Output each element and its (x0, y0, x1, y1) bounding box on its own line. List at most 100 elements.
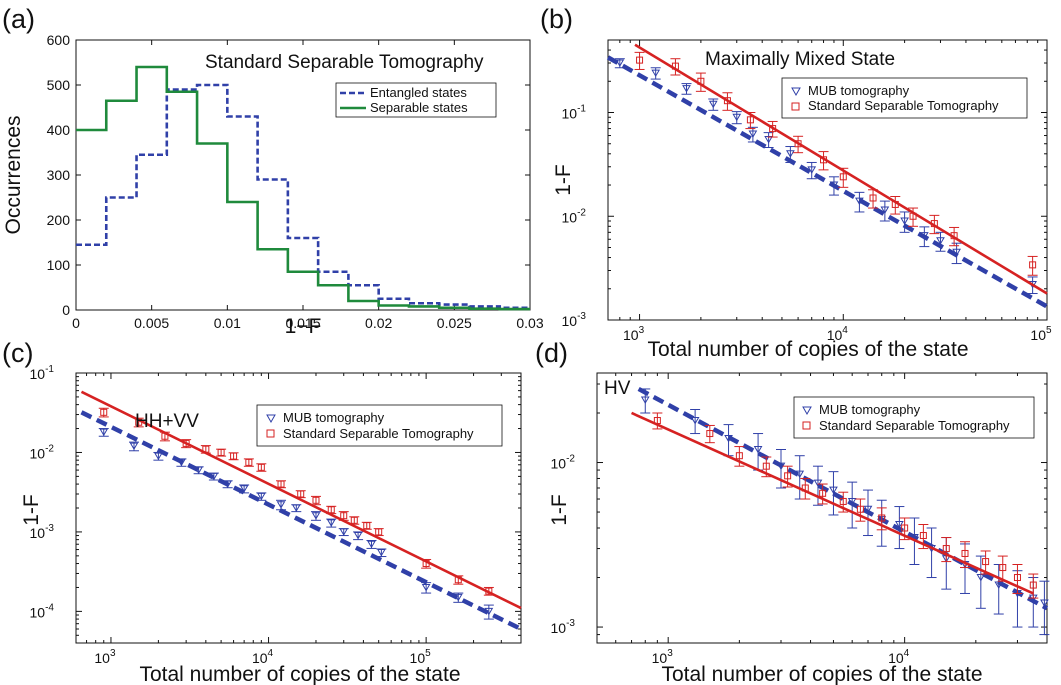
sst-point (277, 480, 285, 488)
sst-point (1013, 574, 1021, 582)
separable-step-line (76, 65, 530, 311)
x-tick-label: 105 (1030, 325, 1052, 343)
panel-c-series (80, 390, 522, 632)
legend-marker-mub (802, 406, 812, 416)
sst-point (784, 472, 792, 480)
panel-d-loglog: 103 104 10-3 10-2 HV Total number of copies… (548, 372, 1050, 685)
mub-point (615, 59, 625, 68)
x-tick-label: 103 (94, 648, 116, 666)
sst-point (340, 512, 348, 520)
x-tick-label: 103 (652, 648, 674, 666)
panel-b-series (606, 43, 1049, 309)
y-tick-label: 10-3 (30, 523, 55, 541)
y-tick-label: 10-2 (551, 454, 576, 472)
panel-c-title: HH+VV (135, 411, 199, 432)
mub-point (326, 519, 336, 527)
y-tick-label: 10-3 (551, 618, 576, 636)
sst-point (856, 505, 864, 513)
x-tick-label: 0.01 (214, 315, 241, 331)
legend-label-sst: Standard Separable Tomography (283, 426, 474, 441)
panel-c-ticks: 103 104 105 10-4 10-3 10-2 10-1 (30, 364, 522, 666)
panel-a-ylabel: Occurrences (2, 115, 25, 234)
mub-point (880, 206, 890, 214)
mub-point (484, 607, 494, 616)
sst-point (485, 587, 493, 595)
panel-d-ticks: 103 104 10-3 10-2 (551, 373, 1048, 666)
mub-point (367, 540, 376, 549)
x-tick-label: 104 (888, 648, 910, 666)
mub-point (952, 248, 961, 257)
panel-b-title: Maximally Mixed State (705, 49, 895, 70)
mub-point (353, 532, 363, 540)
legend-label-entangled: Entangled states (370, 85, 467, 100)
y-tick-label: 10-2 (30, 443, 55, 461)
sst-point (350, 516, 358, 524)
mub-point (690, 417, 700, 425)
x-tick-label: 104 (252, 648, 274, 666)
sst-point (182, 439, 190, 447)
mub-point (732, 113, 742, 122)
sst-fit-line (634, 43, 1048, 295)
entangled-step-line (76, 83, 530, 310)
mub-point (936, 237, 945, 245)
sst-point (422, 560, 430, 568)
mub-point (847, 497, 857, 506)
y-tick-label: 300 (47, 167, 71, 183)
panel-b-ticks: 103 104 105 10-3 10-2 10-1 (562, 39, 1052, 343)
legend-label-sst: Standard Separable Tomography (819, 418, 1010, 433)
sst-point (919, 532, 927, 540)
mub-point (919, 232, 929, 240)
sst-point (820, 156, 828, 164)
panel-a-legend-box (335, 82, 497, 118)
mub-point (453, 593, 463, 602)
sst-point (878, 514, 886, 522)
sst-point (942, 545, 950, 553)
sst-point (375, 528, 383, 536)
sst-point (1029, 581, 1037, 589)
sst-point (230, 452, 238, 460)
y-tick-label: 500 (47, 77, 71, 93)
sst-point (312, 496, 320, 504)
panel-c-legend-box (256, 404, 503, 447)
panel-b-frame (607, 39, 1048, 321)
mub-point (708, 100, 718, 109)
sst-point (245, 458, 253, 466)
panel-label-a: (a) (2, 4, 35, 34)
mub-point (795, 470, 805, 479)
mub-point (339, 528, 349, 536)
sst-point (982, 558, 990, 566)
sst-point (819, 489, 827, 497)
sst-point (801, 484, 809, 492)
sst-point (706, 430, 714, 438)
sst-point (901, 524, 909, 532)
y-tick-label: 400 (47, 122, 71, 138)
x-tick-label: 0.02 (365, 315, 392, 331)
sst-fit-line (631, 411, 1034, 595)
legend-label-separable: Separable states (370, 100, 468, 115)
y-tick-label: 10-4 (30, 602, 55, 620)
x-tick-label: 0.005 (134, 315, 169, 331)
mub-point (291, 504, 301, 512)
panel-d-legend: MUB tomography Standard Separable Tomogr… (793, 396, 1035, 439)
sst-point (671, 62, 679, 70)
sst-point (161, 432, 169, 440)
legend-label-mub: MUB tomography (808, 83, 910, 98)
mub-point (1040, 599, 1049, 608)
y-tick-label: 600 (47, 32, 71, 48)
sst-point (794, 140, 802, 148)
panel-d-frame (596, 372, 1048, 644)
sst-point (839, 173, 847, 181)
mub-point (239, 485, 249, 493)
mub-point (651, 69, 661, 78)
mub-point (786, 150, 795, 158)
sst-point (327, 506, 335, 514)
mub-point (99, 428, 109, 437)
legend-marker-sst (791, 102, 800, 111)
y-tick-label: 10-2 (562, 207, 587, 225)
mub-point (311, 512, 321, 520)
legend-marker-mub (791, 87, 801, 97)
sst-point (217, 448, 225, 456)
mub-point (276, 501, 286, 509)
y-tick-label: 10-3 (562, 311, 587, 329)
mub-point (209, 472, 219, 481)
